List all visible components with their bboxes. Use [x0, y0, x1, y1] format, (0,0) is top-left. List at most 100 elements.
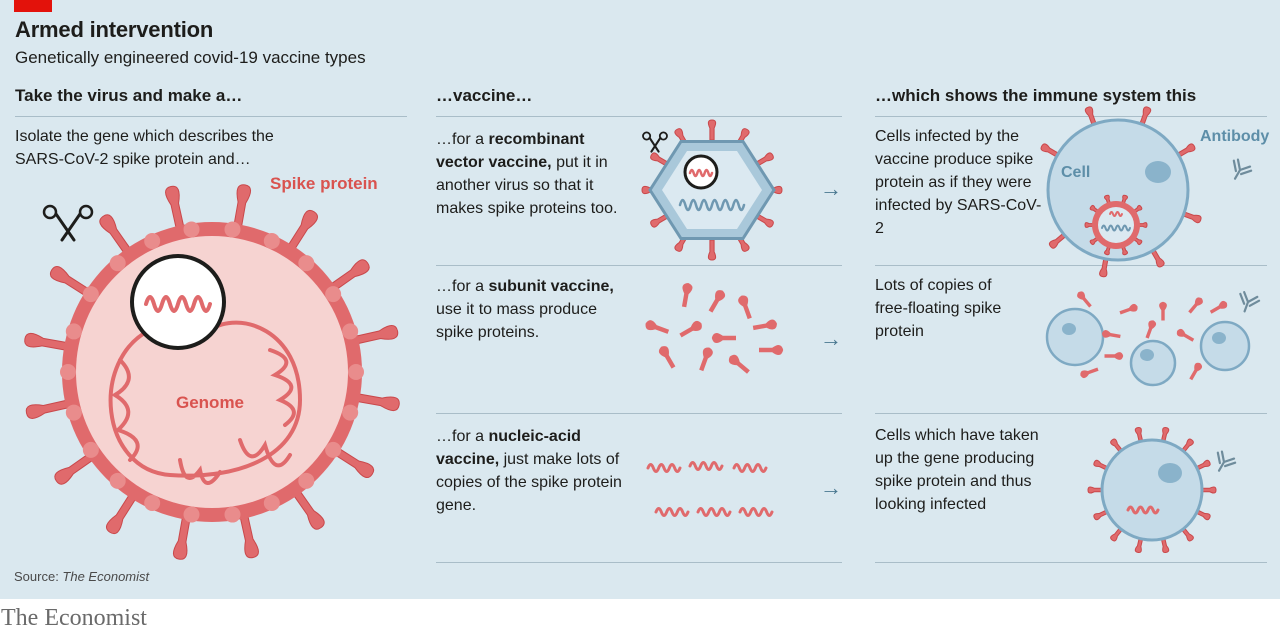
- subunit-spike-9: [699, 347, 713, 372]
- free-spike-5: [1101, 329, 1121, 339]
- cell3-spike-12-shape: [1160, 426, 1170, 445]
- free-spike-11: [1209, 300, 1228, 314]
- subunit-spike-6: [711, 333, 737, 343]
- big-spike-5: [356, 393, 400, 412]
- small-scissors-blades: [648, 136, 662, 153]
- big-spike-3-shape: [330, 259, 370, 291]
- free-spike-9-shape: [1189, 362, 1203, 381]
- envelope-bump-3: [325, 441, 342, 458]
- antibody-icon-3-shape: [1216, 450, 1237, 472]
- subunit-spike-2-shape: [708, 290, 726, 313]
- cell1-nucleus: [1145, 161, 1171, 183]
- envelope-bump-22: [342, 323, 359, 340]
- cell1-surface-spike-7-shape: [1048, 231, 1068, 249]
- source-prefix: Source:: [14, 569, 63, 584]
- scissors-handle-1: [42, 204, 58, 220]
- free-spike-4-shape: [1188, 297, 1203, 314]
- vector-spike-11-shape: [650, 152, 671, 168]
- antibody-label: Antibody: [1200, 128, 1270, 145]
- cell1-surface-spike-4-shape: [1180, 210, 1202, 224]
- subunit-spike-7: [752, 319, 777, 331]
- envelope-bump-1: [348, 364, 364, 380]
- envelope-bump-16: [144, 233, 161, 250]
- envelope-bump-9: [109, 472, 126, 489]
- cell1-virus-interior: [1098, 207, 1134, 243]
- free-cell-2: [1129, 339, 1177, 387]
- subunit-spike-3-shape: [738, 295, 752, 320]
- cell1-surface-spike-5: [1149, 247, 1165, 268]
- antibody-icon-3: [1216, 450, 1237, 472]
- antibody-icon-2: [1239, 290, 1261, 313]
- subunit-spike-11: [758, 345, 784, 355]
- cell1-surface-spike-5-shape: [1149, 247, 1165, 268]
- small-scissors-handle-1: [642, 131, 652, 141]
- row2-pre: …for a: [436, 278, 489, 295]
- cell3-gene: [1126, 505, 1160, 515]
- cell1-surface-spike-7: [1048, 231, 1068, 249]
- cell1-surface-spike-1: [1138, 106, 1152, 128]
- source-note: Source: The Economist: [14, 569, 149, 584]
- cell1-surface-spike-8-shape: [1040, 143, 1061, 159]
- big-spike-9-shape: [172, 516, 191, 560]
- nucleic-gene-4: [654, 507, 690, 517]
- free-spike-11-shape: [1209, 300, 1228, 314]
- cell3-spike-5: [1134, 535, 1144, 554]
- row-divider-3-middle: [436, 562, 842, 563]
- subunit-spike-1: [681, 283, 693, 308]
- big-spike-11: [54, 453, 94, 485]
- intro-line-2: SARS-CoV-2 spike protein and…: [15, 151, 251, 168]
- vector-inserted-gene: [688, 168, 714, 178]
- antibody-icon-2-shape: [1239, 290, 1261, 313]
- envelope-bump-12: [60, 364, 76, 380]
- row-divider-1-right: [875, 265, 1267, 266]
- big-spike-13-shape: [24, 332, 68, 351]
- subunit-spike-4: [645, 320, 670, 334]
- cell1-surface-spike-6: [1099, 256, 1109, 278]
- arrow-row-1: →: [820, 176, 842, 201]
- row1-result: Cells infected by the vaccine produce sp…: [875, 128, 1042, 237]
- row2-vaccine-name: subunit vaccine,: [488, 278, 614, 295]
- cell3-spike-5-shape: [1134, 535, 1144, 554]
- nucleic-gene-2: [688, 461, 724, 471]
- column-header-middle: …vaccine…: [436, 86, 533, 105]
- subunit-spike-4-shape: [645, 320, 670, 334]
- free-cell-1: [1045, 307, 1105, 367]
- row-divider-1-middle: [436, 265, 842, 266]
- middle-header-rule: [436, 116, 842, 117]
- nucleic-gene-3: [732, 463, 768, 473]
- big-spike-5-shape: [356, 393, 400, 412]
- envelope-bump-6: [224, 506, 241, 523]
- cell1-surface-spike-3-shape: [1175, 143, 1196, 159]
- cell1-surface-spike-1-shape: [1138, 106, 1152, 128]
- subunit-spike-8-shape: [658, 346, 676, 369]
- big-spike-14-shape: [49, 265, 90, 297]
- row-divider-2-middle: [436, 413, 842, 414]
- nucleic-gene-5: [696, 507, 732, 517]
- free-spike-1: [1077, 291, 1092, 308]
- free-spike-6: [1145, 320, 1157, 339]
- vector-spike-5: [753, 212, 774, 228]
- envelope-bump-15: [109, 255, 126, 272]
- free-cell-nucleus-2: [1140, 349, 1154, 361]
- vector-spike-9-shape: [650, 212, 671, 228]
- big-spike-10-shape: [105, 494, 137, 535]
- subunit-spike-8: [658, 346, 676, 369]
- free-spike-7: [1176, 328, 1195, 342]
- envelope-bump-8: [144, 494, 161, 511]
- cell3-spike-8: [1087, 486, 1105, 494]
- free-spike-6-shape: [1145, 320, 1157, 339]
- small-scissors-icon: [642, 131, 668, 153]
- vector-spike-7-shape: [707, 239, 717, 261]
- cell1-surface-spike-4: [1180, 210, 1202, 224]
- big-spike-3: [330, 259, 370, 291]
- row-divider-2-right: [875, 413, 1267, 414]
- envelope-bump-13: [65, 323, 82, 340]
- row3-pre: …for a: [436, 428, 489, 445]
- subunit-spike-11-shape: [758, 345, 784, 355]
- free-spike-2: [1119, 303, 1138, 315]
- subunit-spike-6-shape: [711, 333, 737, 343]
- cell1-surface-spike-6-shape: [1099, 256, 1109, 278]
- spike-protein-label: Spike protein: [270, 174, 378, 193]
- cell1-surface-spike-2-shape: [1084, 106, 1098, 128]
- envelope-bump-2: [342, 404, 359, 421]
